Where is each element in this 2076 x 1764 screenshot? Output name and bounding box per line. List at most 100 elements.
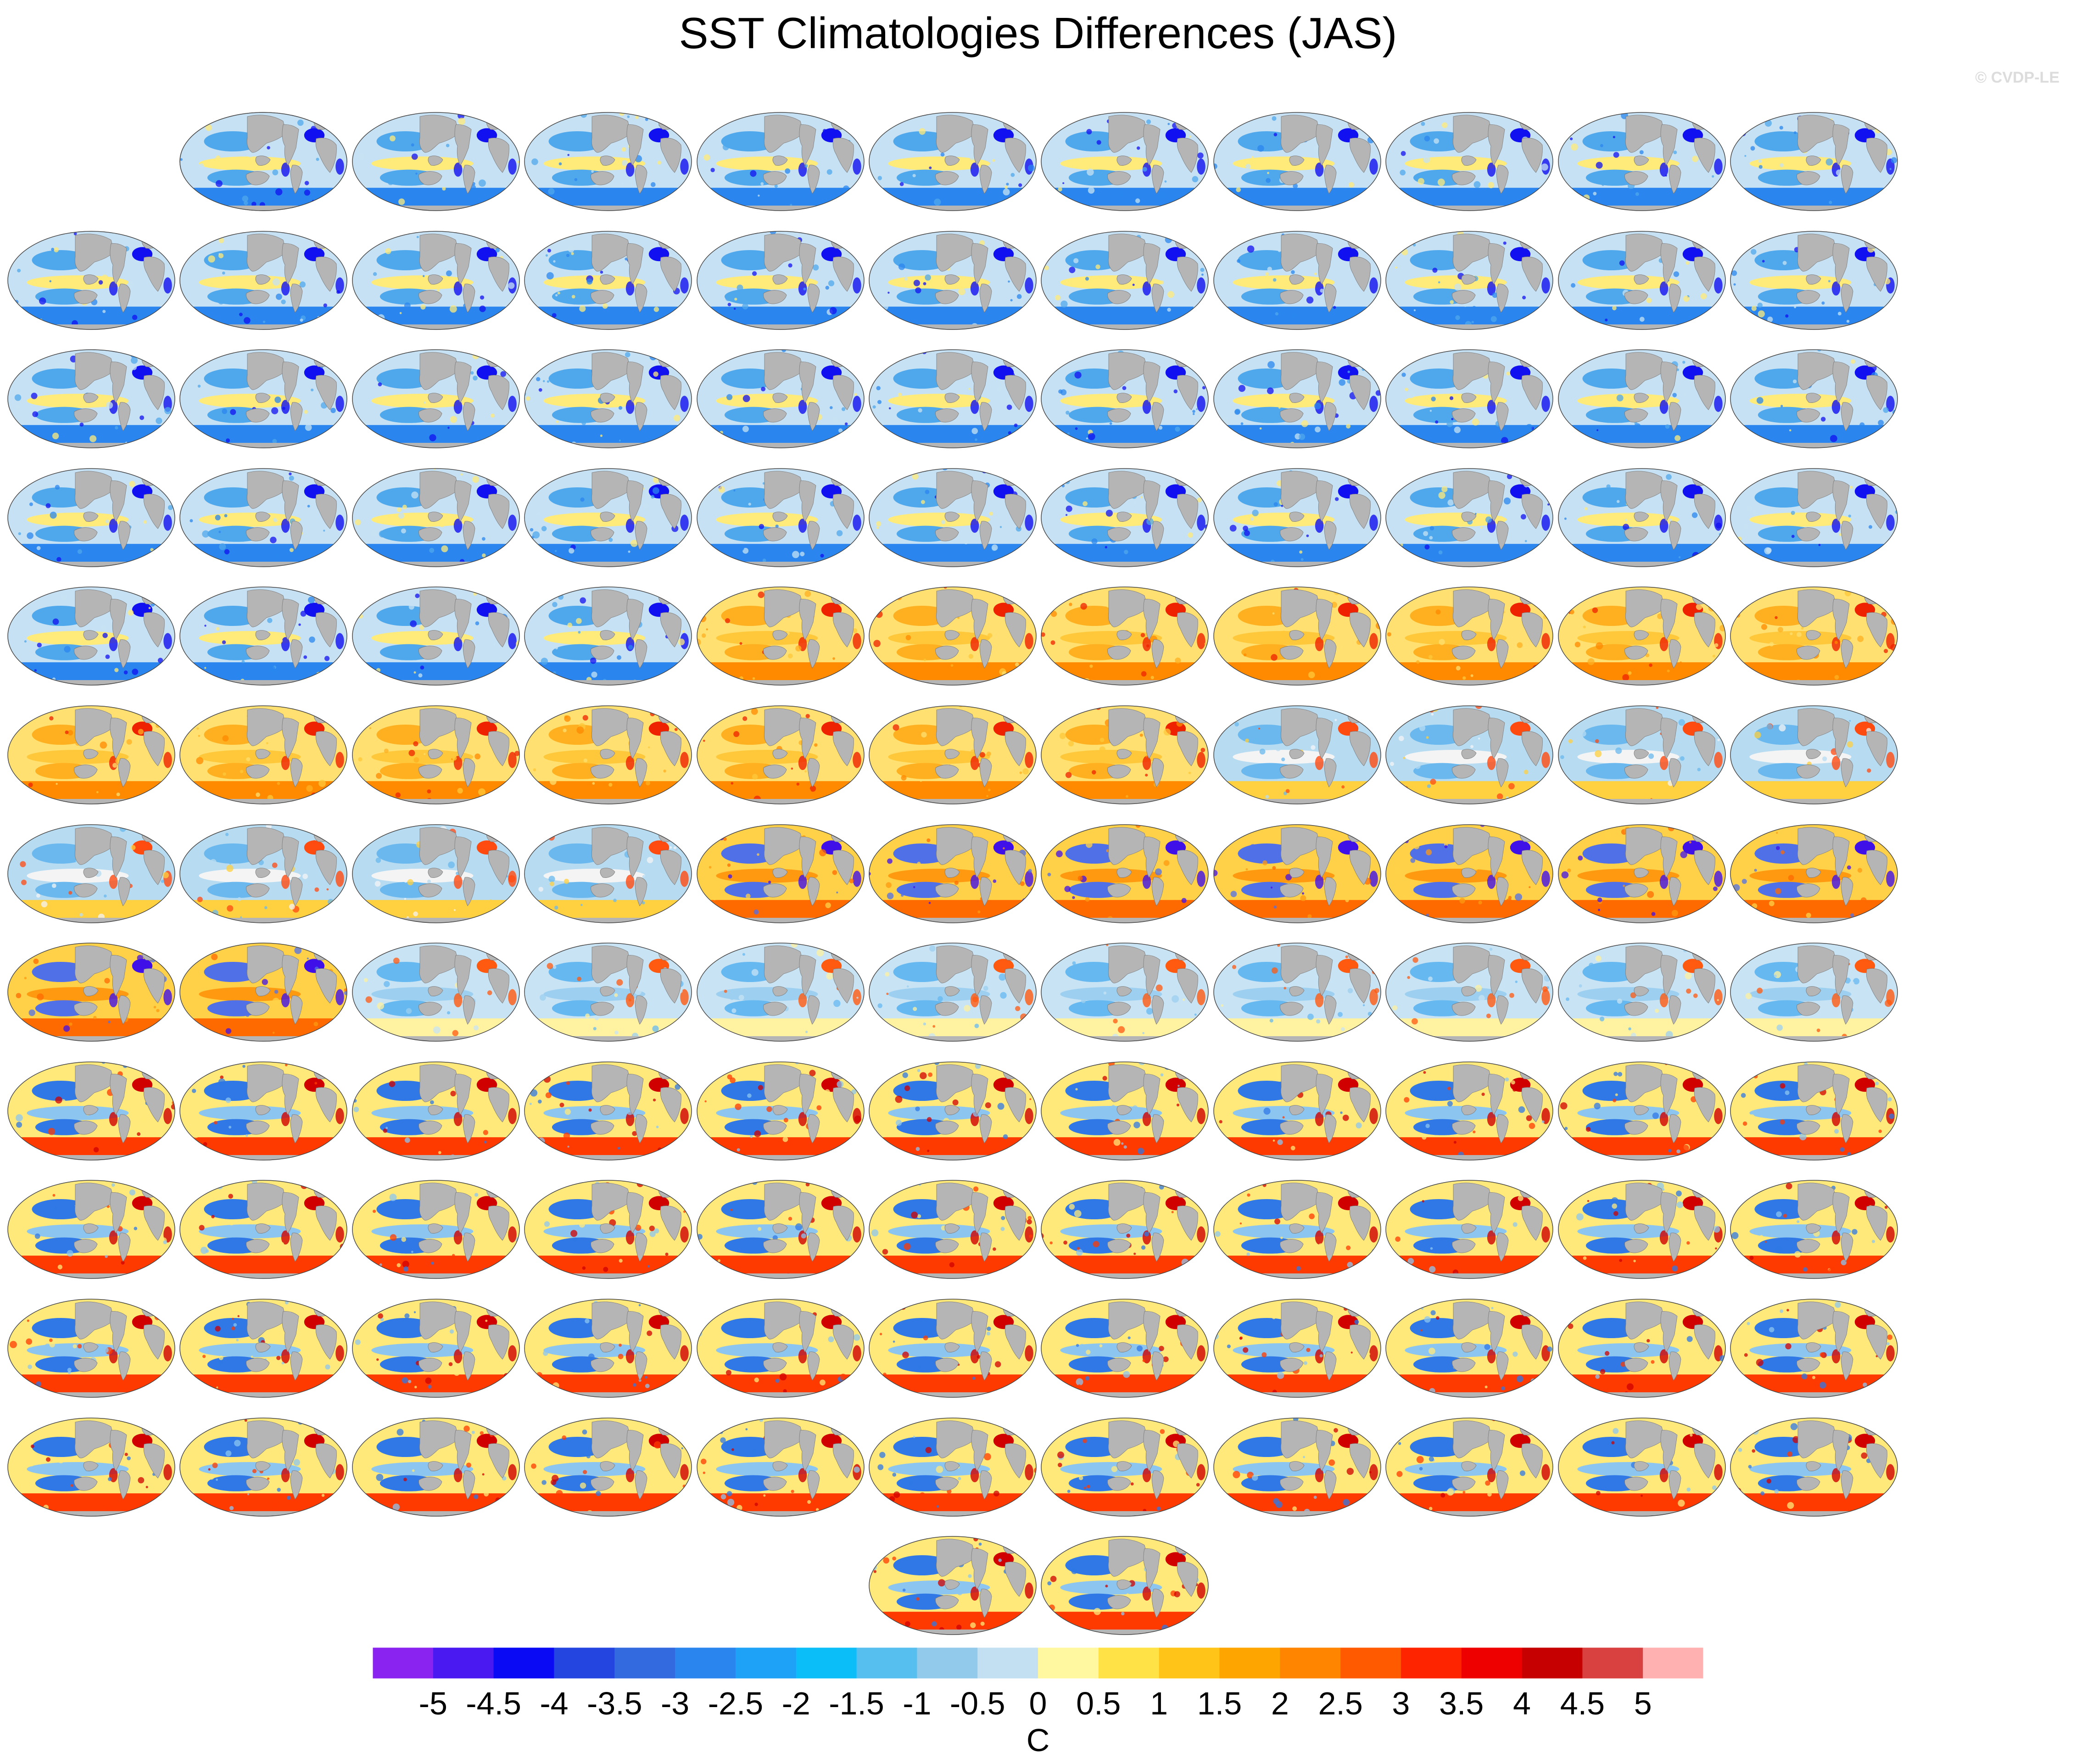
anomaly-speckle: [233, 1189, 235, 1192]
land-antarctica: [1386, 443, 1553, 448]
land-americas-north: [1832, 480, 1850, 522]
anomaly-speckle: [570, 1230, 578, 1237]
anomaly-speckle: [1435, 515, 1438, 518]
land-australia: [763, 765, 787, 779]
anomaly-speckle: [628, 550, 631, 553]
land-asia: [1108, 945, 1148, 983]
land-australia: [1107, 1002, 1131, 1016]
map-outline: [1041, 1061, 1209, 1161]
eastern-boundary-anomaly: [1541, 277, 1550, 294]
anomaly-speckle: [27, 1270, 29, 1272]
eastern-boundary-anomaly: [1315, 637, 1324, 652]
land-americas-south: [290, 758, 303, 787]
eastern-boundary-anomaly: [1025, 277, 1033, 294]
eastern-boundary-anomaly: [680, 1226, 689, 1243]
anomaly-speckle: [920, 1072, 927, 1079]
anomaly-speckle: [16, 993, 22, 999]
anomaly-speckle: [901, 775, 907, 781]
anomaly-speckle: [1074, 371, 1082, 379]
anomaly-speckle: [998, 1035, 1004, 1041]
map-panel: [179, 335, 348, 449]
anomaly-speckle: [457, 787, 463, 794]
anomaly-speckle: [1698, 1147, 1701, 1150]
anomaly-speckle: [621, 147, 626, 152]
map-outline: [524, 1061, 692, 1161]
land-australia: [418, 765, 442, 779]
anomaly-speckle: [368, 1091, 374, 1097]
map-plot: [1557, 586, 1726, 686]
anomaly-speckle: [235, 468, 240, 469]
equatorial-band: [543, 868, 646, 883]
anomaly-speckle: [352, 967, 355, 974]
land-maritime: [1461, 630, 1477, 641]
anomaly-speckle: [752, 774, 758, 780]
anomaly-speckle: [515, 1061, 519, 1063]
land-asia: [1108, 115, 1148, 153]
map-plot: [179, 349, 348, 448]
equatorial-band: [1749, 512, 1852, 527]
land-americas-south: [118, 283, 131, 313]
land-americas-south: [1496, 1114, 1509, 1144]
land-africa: [1866, 375, 1887, 410]
land-australia: [1279, 408, 1304, 423]
land-africa: [1177, 731, 1199, 766]
anomaly-speckle: [1533, 945, 1536, 949]
eastern-boundary-anomaly: [1025, 514, 1033, 531]
anomaly-speckle: [1751, 231, 1756, 235]
map-panel: [868, 97, 1038, 212]
anomaly-speckle: [859, 889, 864, 897]
map-outline: [1385, 586, 1553, 686]
land-maritime: [428, 156, 443, 166]
anomaly-speckle: [306, 785, 313, 792]
anomaly-speckle: [632, 1131, 637, 1136]
map-outline: [352, 1180, 520, 1279]
land-australia: [935, 1121, 959, 1135]
land-asia: [1453, 945, 1493, 983]
eastern-boundary-anomaly: [680, 514, 689, 531]
anomaly-speckle: [379, 916, 383, 919]
anomaly-speckle: [774, 184, 778, 188]
anomaly-speckle: [487, 990, 492, 995]
land-antarctica: [180, 324, 347, 329]
anomaly-speckle: [1490, 316, 1497, 322]
map-outline: [524, 230, 692, 330]
panel-label: [1384, 809, 1554, 821]
anomaly-speckle: [1032, 350, 1036, 351]
anomaly-speckle: [16, 1114, 23, 1122]
anomaly-speckle: [730, 1209, 733, 1211]
map-panel: [351, 691, 521, 805]
anomaly-speckle: [242, 195, 249, 202]
anomaly-speckle: [14, 394, 22, 401]
anomaly-speckle: [1146, 644, 1150, 648]
land-americas-south: [635, 639, 647, 669]
anomaly-speckle: [275, 515, 281, 520]
anomaly-speckle: [682, 706, 686, 710]
eastern-boundary-anomaly: [1541, 752, 1550, 768]
anomaly-speckle: [1034, 560, 1036, 564]
map-panel: [1384, 1047, 1554, 1161]
land-americas-south: [1669, 165, 1681, 194]
anomaly-speckle: [958, 288, 965, 295]
anomaly-speckle: [479, 1035, 483, 1039]
eastern-boundary-anomaly: [335, 870, 345, 887]
map-plot: [1213, 468, 1381, 567]
equatorial-band: [888, 394, 990, 408]
anomaly-speckle: [427, 789, 431, 793]
land-maritime: [1116, 630, 1132, 641]
map-outline: [7, 1180, 175, 1279]
equatorial-band: [543, 1224, 646, 1239]
equatorial-band: [1405, 1105, 1507, 1120]
eastern-boundary-anomaly: [1831, 756, 1841, 770]
land-americas-south: [1496, 758, 1509, 787]
land-americas-north: [282, 243, 299, 285]
anomaly-speckle: [1558, 1073, 1562, 1077]
map-plot: [179, 943, 348, 1042]
anomaly-speckle: [1779, 724, 1786, 731]
anomaly-speckle: [1171, 233, 1175, 237]
anomaly-speckle: [1273, 752, 1278, 755]
anomaly-speckle: [805, 1031, 808, 1033]
anomaly-speckle: [1254, 738, 1259, 743]
anomaly-speckle: [278, 638, 283, 643]
map-panel: [1040, 572, 1210, 687]
land-americas-south: [807, 283, 820, 313]
